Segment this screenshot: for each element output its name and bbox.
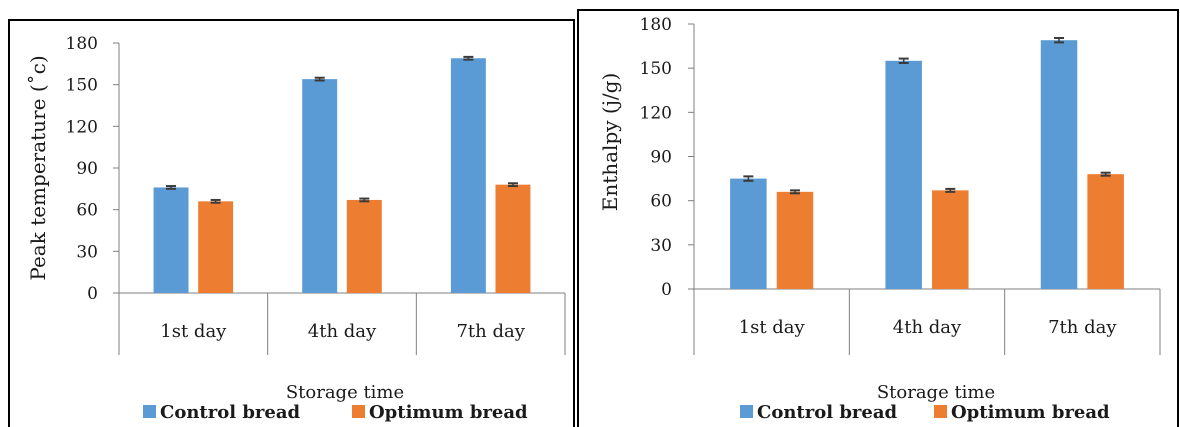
chart-left: Peak temperature (˚c) 0 30 60 90 120 150 180 1s… [8, 19, 575, 427]
y-tick-label: 60 [650, 192, 672, 212]
y-tick-label: 180 [640, 15, 672, 35]
y-tick-label: 90 [76, 159, 98, 179]
chart-left-legend: Control bread Optimum bread [143, 402, 528, 423]
bar [198, 201, 234, 293]
y-tick-label: 0 [87, 284, 98, 304]
legend-label-control: Control bread [160, 402, 301, 423]
x-category-label: 1st day [160, 321, 227, 342]
chart-right-legend: Control bread Optimum bread [740, 402, 1110, 423]
x-category-label: 1st day [739, 317, 806, 338]
bar [450, 58, 486, 294]
chart-left-plot: 0 30 60 90 120 150 180 1st day 4th day 7th day [66, 34, 566, 355]
legend-label-control: Control bread [757, 402, 898, 423]
bar [1040, 40, 1078, 289]
legend-swatch-control [143, 405, 156, 418]
chart-right: Enthalpy (j/g) 0 30 60 90 120 150 180 1st day 4t… [577, 9, 1179, 427]
bar [885, 60, 922, 289]
y-tick-label: 180 [66, 34, 98, 54]
x-category-label: 7th day [1048, 317, 1117, 338]
legend-label-optimum: Optimum bread [951, 402, 1110, 423]
y-tick-label: 90 [650, 148, 672, 168]
chart-left-ylabel: Peak temperature (˚c) [26, 55, 50, 280]
legend-swatch-optimum [934, 405, 947, 418]
x-category-label: 4th day [308, 321, 377, 342]
bar [302, 79, 338, 293]
x-category-label: 7th day [456, 321, 525, 342]
y-tick-label: 30 [650, 236, 672, 256]
legend-label-optimum: Optimum bread [369, 402, 528, 423]
chart-right-plot: 0 30 60 90 120 150 180 1st day 4th day 7th day [640, 15, 1161, 355]
y-tick-label: 60 [76, 201, 98, 221]
y-tick-label: 0 [661, 280, 672, 300]
y-tick-label: 30 [76, 242, 98, 262]
x-category-label: 4th day [893, 317, 962, 338]
bar [932, 190, 969, 289]
legend-swatch-control [740, 405, 753, 418]
bar [776, 191, 814, 289]
y-tick-label: 120 [640, 103, 672, 123]
bar [346, 199, 382, 293]
chart-right-xlabel: Storage time [877, 382, 995, 403]
y-tick-label: 150 [66, 76, 98, 96]
bar [495, 184, 531, 293]
bar [730, 178, 767, 289]
chart-left-xlabel: Storage time [286, 382, 404, 403]
y-tick-label: 120 [66, 117, 98, 137]
y-tick-label: 150 [640, 59, 672, 79]
legend-swatch-optimum [352, 405, 365, 418]
bar [1087, 174, 1124, 289]
chart-right-ylabel: Enthalpy (j/g) [598, 73, 622, 212]
chart-right-frame [577, 9, 1179, 427]
bar [153, 187, 189, 293]
